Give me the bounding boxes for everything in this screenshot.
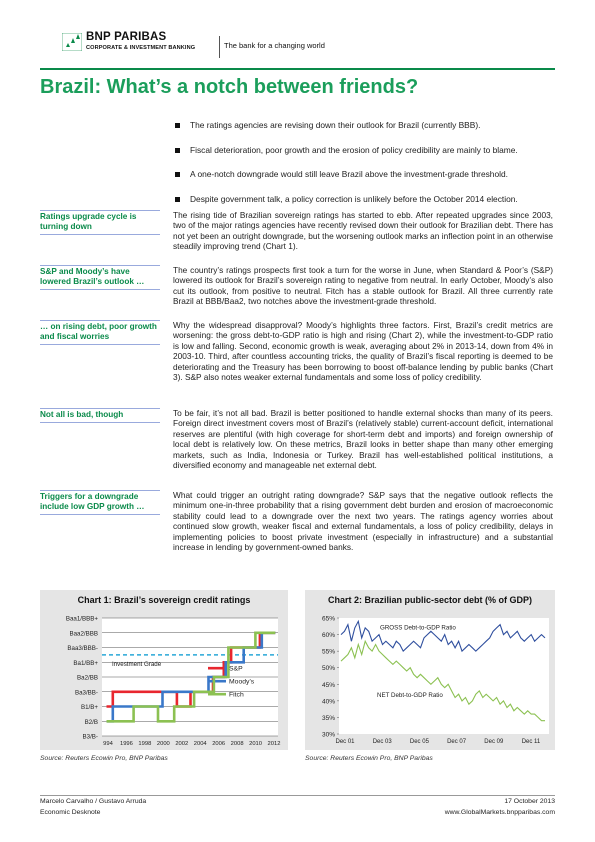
side-heading: Ratings upgrade cycle is turning down <box>40 210 160 235</box>
paragraph: What could trigger an outright rating do… <box>173 490 553 553</box>
chart1-panel: Chart 1: Brazil’s sovereign credit ratin… <box>40 590 288 750</box>
chart1-y-tick-label: Ba3/BB- <box>75 689 98 696</box>
chart1-x-tick-label: 2004 <box>194 741 208 747</box>
key-point: Despite government talk, a policy correc… <box>173 194 563 205</box>
footer-url[interactable]: www.GlobalMarkets.bnpparibas.com <box>444 809 555 816</box>
key-points: The ratings agencies are revising down t… <box>173 120 563 218</box>
chart1-x-tick-label: 2006 <box>212 741 225 747</box>
key-point: The ratings agencies are revising down t… <box>173 120 563 131</box>
chart1-x-tick-label: 2000 <box>157 741 170 747</box>
paragraph: The country’s ratings prospects first to… <box>173 265 553 307</box>
chart2-x-tick-label: Dec 09 <box>484 739 504 745</box>
chart1-x-tick-label: 2002 <box>175 741 188 747</box>
chart1-x-tick-label: 2010 <box>249 741 262 747</box>
paragraph: Why the widespread disapproval? Moody’s … <box>173 320 553 383</box>
chart2-y-tick-label: 65% <box>322 616 335 623</box>
chart2-x-tick-label: Dec 01 <box>335 739 355 745</box>
footer-authors: Marcelo Carvalho / Gustavo Arruda <box>40 798 147 805</box>
paragraph: The rising tide of Brazilian sovereign r… <box>173 210 553 252</box>
chart2-series-label: GROSS Debt-to-GDP Ratio <box>380 624 456 631</box>
side-heading: Not all is bad, though <box>40 408 160 423</box>
chart2-series-label: NET Debt-to-GDP Ratio <box>377 692 443 699</box>
chart1-y-tick-label: Baa2/BBB <box>69 630 98 637</box>
chart2-y-tick-label: 60% <box>322 632 335 639</box>
chart1-y-tick-label: B3/B- <box>83 734 98 741</box>
chart2-y-tick-label: 30% <box>322 732 335 739</box>
chart2-panel: Chart 2: Brazilian public-sector debt (%… <box>305 590 555 750</box>
chart1-plot: B3/B- B2/B B1/B+ Ba3/BB- Ba2/BB Ba1/BB+ Baa3/B… <box>66 616 281 748</box>
chart2-x-tick-label: Dec 11 <box>522 739 541 745</box>
brand-name: BNP PARIBAS <box>86 31 167 43</box>
chart1-legend-label: S&P <box>229 666 243 673</box>
chart1-y-tick-label: B1/B+ <box>81 704 98 711</box>
chart1-y-tick-label: B2/B <box>85 719 98 726</box>
footer-rule <box>40 795 555 796</box>
page-title: Brazil: What’s a notch between friends? <box>40 76 419 98</box>
chart1-x-tick-label: 1998 <box>138 741 151 747</box>
chart1-title: Chart 1: Brazil’s sovereign credit ratin… <box>77 595 251 605</box>
brand-subtitle: CORPORATE & INVESTMENT BANKING <box>86 45 196 51</box>
side-heading: S&P and Moody’s have lowered Brazil’s ou… <box>40 265 160 290</box>
paragraph: To be fair, it’s not all bad. Brazil is … <box>173 408 553 471</box>
chart1-legend-label: Fitch <box>229 692 244 699</box>
chart2-source: Source: Reuters Ecowin Pro, BNP Paribas <box>305 755 433 762</box>
bnp-stars-icon <box>61 32 83 52</box>
side-heading: … on rising debt, poor growth and fiscal… <box>40 320 160 345</box>
chart2-y-tick-label: 45% <box>322 682 335 689</box>
chart2-plot-area <box>339 618 549 734</box>
key-point: A one-notch downgrade would still leave … <box>173 169 563 180</box>
footer-company: Economic Desknote <box>40 809 101 816</box>
chart2-series-line <box>340 619 546 653</box>
chart2-title: Chart 2: Brazilian public-sector debt (%… <box>327 595 533 605</box>
chart2-y-tick-label: 35% <box>322 715 335 722</box>
chart1-x-tick-label: 1996 <box>120 741 133 747</box>
chart1-y-tick-label: Baa3/BBB- <box>67 645 98 652</box>
tagline: The bank for a changing world <box>224 41 325 50</box>
side-heading: Triggers for a downgrade include low GDP… <box>40 490 160 515</box>
chart1-source: Source: Reuters Ecowin Pro, BNP Paribas <box>40 755 168 762</box>
chart2-series-line <box>340 639 545 722</box>
chart1-legend-label: Moody’s <box>229 679 255 686</box>
header-rule <box>40 68 555 70</box>
chart2-plot: 30% 35% 40% 45% 50% 55% 60% 65% Dec 01 Dec 03 Dec … <box>322 616 549 745</box>
chart2-y-tick-label: 55% <box>322 649 335 656</box>
header-divider <box>219 36 220 58</box>
chart1-annotation: Investment Grade <box>112 661 162 668</box>
chart2-x-tick-label: Dec 03 <box>373 739 393 745</box>
chart1-x-tick-label: 2008 <box>231 741 244 747</box>
chart1-x-tick-label: 2012 <box>268 741 281 747</box>
chart2-y-tick-label: 50% <box>322 665 335 672</box>
chart1-series-line <box>106 631 276 723</box>
chart1-y-tick-label: Ba2/BB <box>77 675 98 682</box>
chart1-y-tick-label: Baa1/BBB+ <box>66 616 99 623</box>
chart1-y-tick-label: Ba1/BB+ <box>73 660 98 667</box>
chart2-y-tick-label: 40% <box>322 698 335 705</box>
key-point: Fiscal deterioration, poor growth and th… <box>173 145 563 156</box>
footer-date: 17 October 2013 <box>504 798 555 805</box>
chart1-x-tick-label: 994 <box>103 741 113 747</box>
chart2-x-tick-label: Dec 07 <box>447 739 467 745</box>
chart2-x-tick-label: Dec 05 <box>410 739 430 745</box>
